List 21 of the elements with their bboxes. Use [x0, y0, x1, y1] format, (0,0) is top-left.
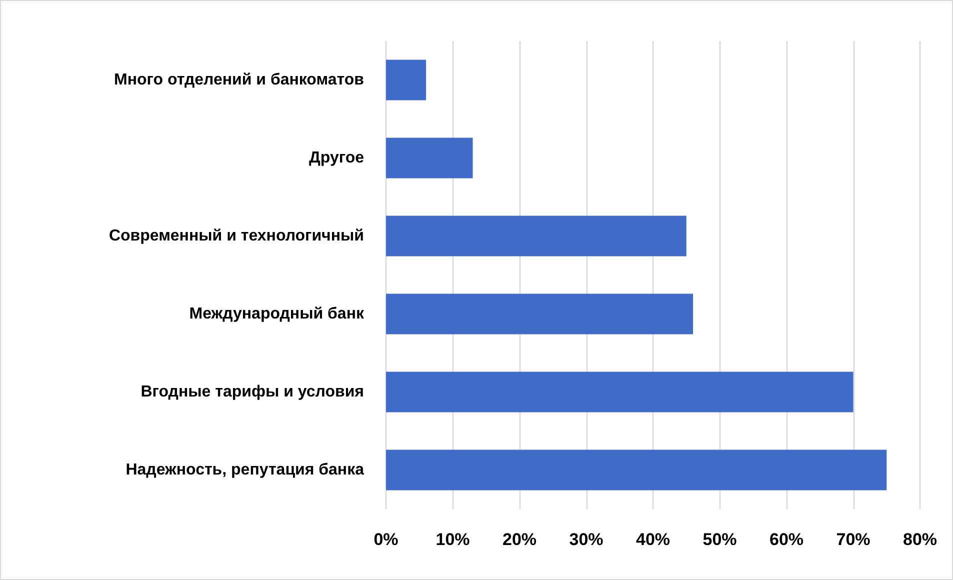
- y-tick-label: Современный и технологичный: [108, 228, 364, 244]
- x-tick-label: 70%: [836, 530, 870, 549]
- bar: [386, 450, 887, 490]
- bar: [386, 138, 473, 178]
- y-tick-label: Международный банк: [189, 306, 365, 322]
- y-tick-label: Другое: [309, 150, 364, 166]
- x-tick-label: 50%: [702, 530, 737, 549]
- y-tick-label: Надежность, репутация банка: [126, 462, 364, 478]
- x-tick-label: 10%: [436, 530, 470, 549]
- bar: [386, 294, 694, 334]
- bar: [386, 372, 854, 412]
- y-tick-label: Вгодные тарифы и условия: [140, 384, 364, 400]
- bar: [386, 60, 426, 100]
- x-tick-label: 30%: [569, 530, 604, 549]
- x-tick-label: 40%: [636, 530, 670, 549]
- x-tick-label: 0%: [374, 530, 398, 549]
- bar: [386, 216, 686, 256]
- x-tick-label: 80%: [902, 530, 938, 549]
- y-tick-label: Много отделений и банкоматов: [114, 72, 364, 88]
- x-tick-label: 20%: [502, 530, 537, 549]
- x-tick-label: 60%: [769, 530, 804, 549]
